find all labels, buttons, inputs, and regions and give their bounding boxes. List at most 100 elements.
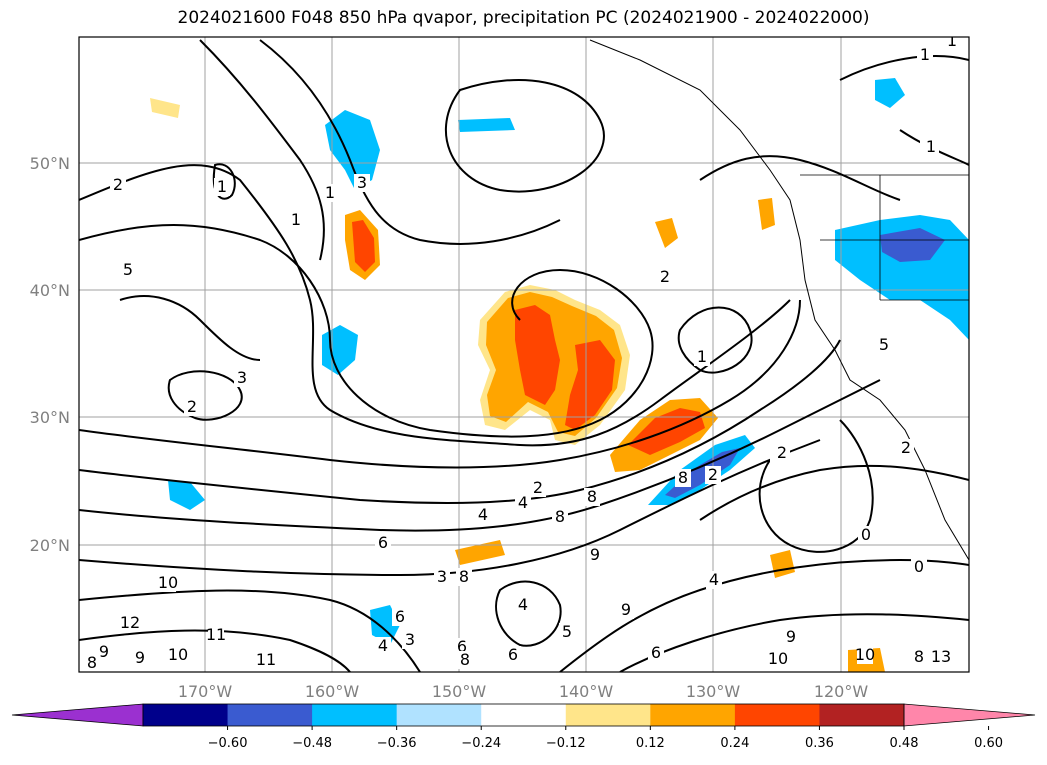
contour-label: 13 [931,647,951,666]
contour-label: 0 [861,525,871,544]
colorbar-tick-label: 0.48 [890,736,919,751]
contour-label-bg [530,479,546,497]
contour-label-bg [110,176,126,194]
colorbar-swatch [565,704,651,726]
contour-label: 3 [357,173,367,192]
contour-line-16 [167,370,243,421]
colorbar-tick-label: −0.24 [461,736,501,751]
contour-line-12 [259,39,561,245]
contour-label: 2 [113,175,123,194]
contour-label-bg [375,637,391,655]
contour-label: 5 [562,622,572,641]
contour-label-bg [96,643,112,661]
contour-label-bg [354,174,370,192]
contour-label: 12 [120,613,140,632]
shade-red-4 [352,220,375,272]
contour-label: 6 [378,533,388,552]
lat-tick-label: 30°N [30,408,70,427]
contour-label-bg [587,546,603,564]
colorbar-extend-low [11,703,144,727]
contour-label: 11 [256,650,276,669]
contour-label-bg [783,628,799,646]
contour-label: 4 [518,493,528,512]
contour-label: 6 [508,645,518,664]
contour-label: 9 [590,545,600,564]
contour-label: 2 [187,397,197,416]
contour-label-bg [184,398,200,416]
contour-line-22 [119,295,261,361]
contour-label: 6 [457,637,467,656]
contour-label-bg [675,469,691,487]
contour-label-bg [657,268,673,286]
shade-blue-7 [168,480,205,510]
contour-label: 10 [168,645,188,664]
contour-label-bg [515,494,531,512]
longitude-ticks: 170°W 160°W 150°W 140°W 130°W 120°W [178,682,869,701]
latitude-ticks: 50°N 40°N 30°N 20°N [30,154,70,555]
colorbar-swatch [227,704,313,726]
contour-label: 8 [460,650,470,669]
contour-label: 8 [678,468,688,487]
contour-line-4 [79,339,841,504]
contour-label: 1 [217,177,227,196]
contour-label-bg [505,646,521,664]
contour-label-bg [457,651,473,669]
contour-label: 9 [135,648,145,667]
shade-blue-3 [325,110,380,190]
contour-label-bg [944,37,960,50]
shade-orange-5 [758,198,775,230]
contour-label-bg [876,336,892,354]
contour-label: 3 [237,368,247,387]
colorbar-tick-label: 0.12 [636,736,665,751]
contour-line-14 [444,79,605,193]
contour-label-bg [288,211,304,229]
contour-line-7 [79,589,421,672]
map-border [78,36,970,673]
shade-yellow-1 [150,98,180,118]
contour-label: 6 [395,607,405,626]
colorbar-tick-label: −0.12 [546,736,586,751]
contour-label-bg [122,614,138,632]
contour-label: 8 [587,487,597,506]
contour-label: 2 [660,267,670,286]
contour-line-20 [839,55,969,81]
contour-label-bg [234,369,250,387]
contour-line-23 [899,129,969,166]
coastline [589,39,969,561]
shade-blue-9 [458,118,515,132]
contour-label: 2 [777,443,787,462]
lon-tick-label: 160°W [305,682,360,701]
contour-label-bg [170,646,186,664]
chart-title: 2024021600 F048 850 hPa qvapor, precipit… [177,8,870,28]
contour-line-19 [758,419,874,553]
contour-label: 0 [914,557,924,576]
contour-label: 5 [879,335,889,354]
contour-line-18 [495,580,562,647]
shade-blue-8 [875,78,905,108]
contour-label: 2 [708,465,718,484]
contour-label-bg [917,46,933,64]
shade-blue-6 [322,325,358,375]
colorbar-swatch [396,704,482,726]
colorbar-tick-label: 0.36 [805,736,834,751]
contour-label-bg [375,534,391,552]
contour-label-bg [322,184,338,202]
colorbar-tick-label: 0.24 [720,736,749,751]
lat-tick-label: 20°N [30,536,70,555]
contour-line-2 [79,224,654,438]
colorbar-frame [142,703,905,727]
contour-label: 8 [555,507,565,526]
contour-label: 2 [901,438,911,457]
contour-label: 11 [206,625,226,644]
contour-label-bg [857,646,873,664]
contour-label: 1 [947,31,957,50]
contour-label-bg [911,558,927,576]
contour-label: 10 [158,573,178,592]
shade-blue-5 [880,228,945,262]
contour-label-bg [911,648,927,666]
contour-label-bg [694,348,710,366]
contour-label-bg [208,626,224,644]
state-borders [800,174,969,301]
colorbar-tick-label: −0.60 [208,736,248,751]
